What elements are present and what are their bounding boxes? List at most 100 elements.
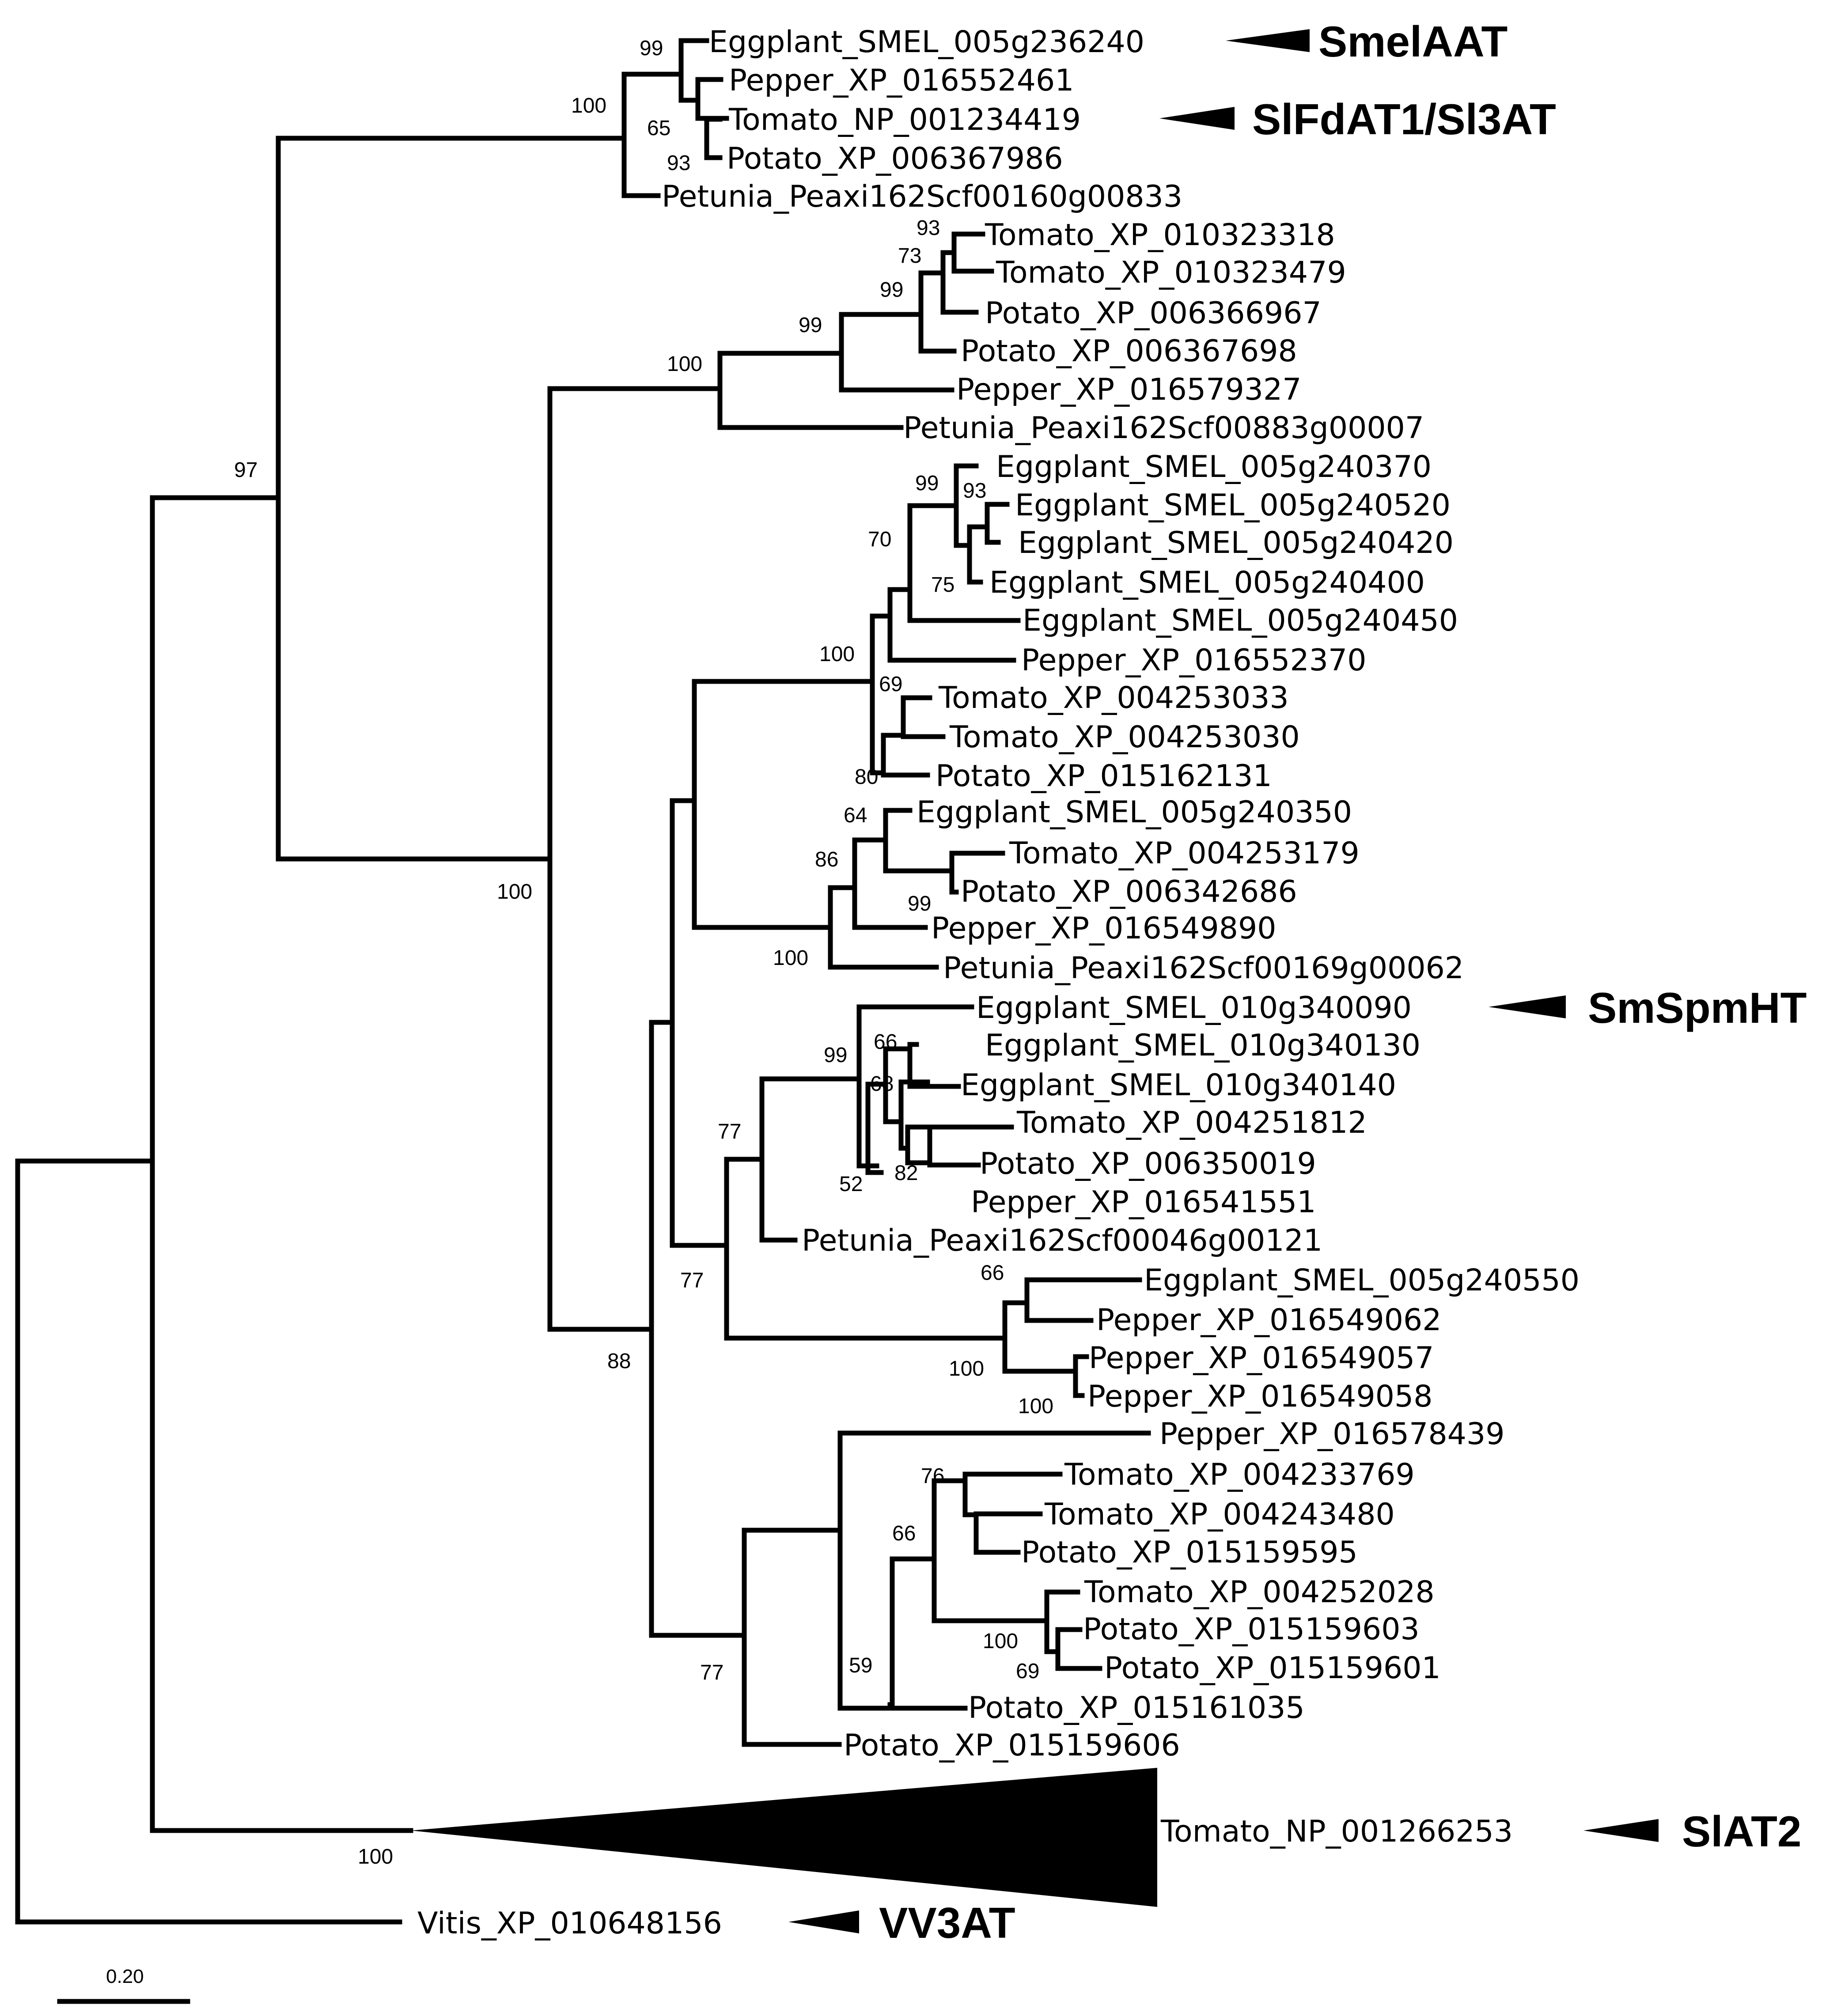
clade-arrow: [788, 1910, 859, 1933]
leaf-label: Petunia_Peaxi162Scf00046g00121: [802, 1223, 1322, 1258]
leaf-label: Pepper_XP_016552370: [1021, 643, 1367, 678]
collapsed-clade-triangle: [411, 1768, 1157, 1907]
leaf-label: Tomato_NP_001234419: [728, 102, 1081, 137]
leaf-label: Tomato_XP_010323318: [985, 218, 1335, 253]
clade-arrow: [1226, 29, 1310, 52]
leaf-label: Eggplant_SMEL_010g340090: [976, 991, 1412, 1025]
bootstrap-value: 100: [667, 352, 702, 376]
leaf-label: Potato_XP_006367698: [961, 334, 1297, 369]
clade-markers: SmelAAT SlFdAT1/Sl3AT SmSpmHT SlAT2 VV3A…: [788, 17, 1807, 1947]
bootstrap-value: 76: [921, 1464, 944, 1488]
leaf-label: Pepper_XP_016578439: [1159, 1417, 1505, 1452]
bootstrap-value: 64: [844, 804, 867, 827]
bootstrap-value: 100: [1018, 1395, 1053, 1418]
bootstrap-value: 100: [773, 946, 808, 970]
bootstrap-value: 99: [908, 892, 931, 915]
leaf-label: Potato_XP_015159601: [1104, 1651, 1441, 1686]
bootstrap-value: 93: [963, 479, 986, 503]
leaf-label: Eggplant_SMEL_005g240350: [917, 795, 1352, 830]
leaf-label: Pepper_XP_016549062: [1096, 1303, 1442, 1338]
bootstrap-value: 77: [700, 1661, 723, 1684]
bootstrap-value: 65: [647, 117, 670, 140]
bootstrap-value: 82: [894, 1161, 918, 1185]
leaf-label: Potato_XP_015159603: [1083, 1612, 1420, 1647]
leaf-label: Eggplant_SMEL_005g240550: [1144, 1263, 1579, 1298]
leaf-label: Pepper_XP_016549058: [1087, 1379, 1433, 1414]
bootstrap-value: 69: [879, 673, 902, 696]
bootstrap-value: 97: [234, 458, 258, 482]
clade-label-vv3at: VV3AT: [879, 1899, 1015, 1947]
bootstrap-value: 66: [892, 1522, 916, 1545]
bootstrap-value: 77: [680, 1269, 704, 1292]
leaf-label: Tomato_XP_004251812: [1016, 1105, 1367, 1140]
leaf-label: Pepper_XP_016552461: [729, 63, 1074, 98]
bootstrap-value: 99: [915, 472, 939, 495]
leaf-label: Eggplant_SMEL_005g240420: [1018, 526, 1454, 560]
clade-label-slat2: SlAT2: [1682, 1807, 1801, 1856]
bootstrap-value: 73: [898, 244, 921, 268]
bootstrap-value: 59: [849, 1654, 872, 1677]
leaf-label: Potato_XP_015161035: [968, 1691, 1305, 1725]
leaf-label: Tomato_XP_004243480: [1044, 1497, 1395, 1532]
clade-arrow: [1583, 1819, 1659, 1842]
leaf-label: Pepper_XP_016579327: [956, 372, 1302, 407]
leaf-label: Tomato_XP_004253179: [1009, 836, 1360, 871]
bootstrap-value: 100: [571, 94, 606, 117]
bootstrap-value: 88: [607, 1350, 631, 1373]
leaf-label: Potato_XP_006342686: [961, 874, 1297, 909]
bootstrap-value: 52: [839, 1173, 863, 1196]
bootstrap-value: 70: [868, 528, 891, 551]
tree-branches: [15, 38, 1151, 1925]
leaf-label: Petunia_Peaxi162Scf00160g00833: [662, 179, 1182, 214]
leaf-label: Tomato_XP_004253030: [949, 720, 1300, 755]
bootstrap-value: 100: [497, 880, 532, 904]
leaf-label: Potato_XP_006366967: [985, 296, 1322, 331]
leaf-label: Petunia_Peaxi162Scf00169g00062: [943, 951, 1464, 986]
bootstrap-value: 66: [981, 1261, 1004, 1285]
clade-arrow: [1489, 995, 1566, 1018]
clade-label-smspmht: SmSpmHT: [1588, 983, 1807, 1032]
bootstrap-value: 100: [983, 1630, 1018, 1653]
bootstrap-value: 99: [640, 37, 663, 60]
bootstrap-value: 66: [874, 1030, 897, 1054]
bootstrap-value: 99: [824, 1044, 847, 1067]
leaf-labels: Eggplant_SMEL_005g236240 Pepper_XP_01655…: [417, 25, 1579, 1941]
bootstrap-value: 86: [815, 848, 838, 871]
leaf-label: Potato_XP_015159606: [844, 1728, 1180, 1763]
leaf-label: Vitis_XP_010648156: [417, 1906, 722, 1941]
bootstrap-value: 100: [819, 643, 855, 666]
leaf-label: Potato_XP_015162131: [936, 759, 1272, 794]
bootstrap-values: 99 100 65 93 93 73 99 99 100 99 93 75 70…: [234, 37, 1053, 1868]
leaf-label: Tomato_XP_004233769: [1064, 1457, 1415, 1492]
leaf-label: Pepper_XP_016549057: [1089, 1341, 1434, 1376]
leaf-label: Potato_XP_006367986: [727, 141, 1063, 176]
leaf-label: Eggplant_SMEL_005g240450: [1023, 603, 1458, 638]
bootstrap-value: 75: [931, 573, 954, 597]
bootstrap-value: 80: [855, 765, 878, 789]
leaf-label: Eggplant_SMEL_010g340130: [985, 1028, 1420, 1063]
leaf-label: Eggplant_SMEL_005g240400: [989, 565, 1425, 600]
bootstrap-value: 100: [358, 1845, 393, 1868]
bootstrap-value: 77: [718, 1120, 741, 1143]
leaf-label: Tomato_XP_004252028: [1084, 1575, 1435, 1610]
leaf-label: Tomato_XP_010323479: [996, 255, 1346, 290]
leaf-label: Pepper_XP_016549890: [931, 911, 1276, 946]
leaf-label: Potato_XP_006350019: [980, 1146, 1316, 1181]
bootstrap-value: 68: [870, 1072, 894, 1096]
bootstrap-value: 93: [917, 216, 940, 240]
bootstrap-value: 69: [1016, 1660, 1039, 1683]
bootstrap-value: 100: [949, 1357, 984, 1381]
scale-bar-label: 0.20: [106, 1966, 144, 1987]
bootstrap-value: 99: [880, 278, 903, 302]
leaf-label: Tomato_XP_004253033: [938, 681, 1289, 715]
clade-arrow: [1159, 107, 1235, 130]
leaf-label: Eggplant_SMEL_010g340140: [961, 1068, 1396, 1103]
leaf-label: Eggplant_SMEL_005g240520: [1015, 488, 1451, 523]
leaf-label: Pepper_XP_016541551: [971, 1185, 1316, 1220]
bootstrap-value: 93: [667, 151, 690, 175]
clade-label-slfdat1: SlFdAT1/Sl3AT: [1252, 95, 1556, 144]
leaf-label: Petunia_Peaxi162Scf00883g00007: [903, 411, 1424, 446]
leaf-label: Eggplant_SMEL_005g236240: [709, 25, 1144, 60]
clade-label-smelaat: SmelAAT: [1318, 17, 1507, 66]
